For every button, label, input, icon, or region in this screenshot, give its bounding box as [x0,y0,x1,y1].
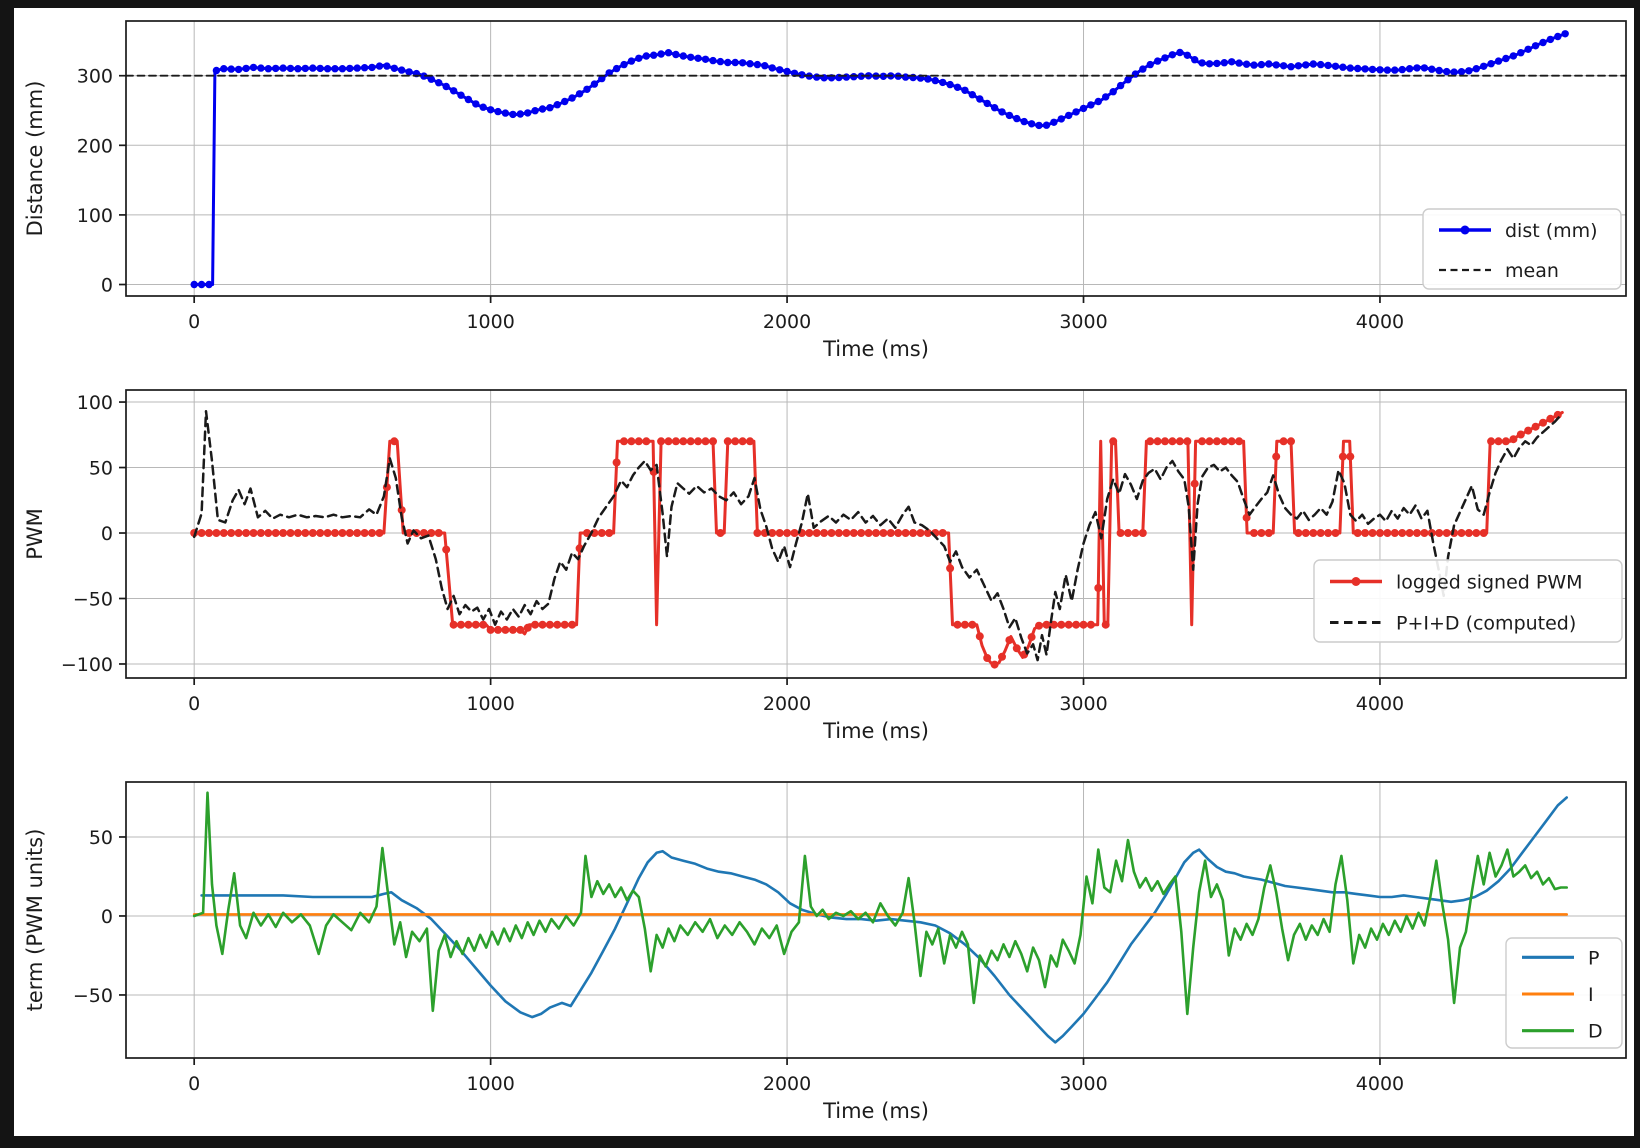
x-tick-label: 2000 [763,1073,811,1095]
y-tick-label: 0 [101,275,113,297]
legend-label: mean [1505,260,1559,282]
ticks [119,74,1381,303]
x-axis-label: Time (ms) [822,719,929,743]
x-tick-label: 0 [188,693,200,715]
x-tick-label: 3000 [1059,311,1107,333]
x-tick-label: 3000 [1059,693,1107,715]
x-tick-label: 1000 [466,1073,514,1095]
y-tick-label: −50 [73,985,113,1007]
y-tick-label: −50 [73,589,113,611]
series-logged-signed-pwm [190,410,1564,669]
y-tick-label: 50 [89,827,113,849]
series-p-i-d-computed- [192,409,1563,662]
y-tick-label: 300 [77,66,113,88]
legend: dist (mm) mean [1422,208,1622,290]
x-axis-label: Time (ms) [822,1099,929,1123]
series-line [192,409,1563,662]
y-axis-label: term (PWM units) [23,829,47,1012]
x-tick-label: 2000 [763,311,811,333]
plot-border [125,20,1627,297]
y-tick-label: 50 [89,458,113,480]
y-tick-label: 100 [77,392,113,414]
x-tick-label: 2000 [763,693,811,715]
series-d [192,791,1568,1016]
legend-sample-marker [1460,225,1470,235]
y-tick-label: 200 [77,135,113,157]
x-tick-label: 0 [188,311,200,333]
legend-label: I [1588,984,1594,1006]
legend-label: P+I+D (computed) [1396,613,1576,635]
legend-label: logged signed PWM [1396,572,1583,594]
legend-entry: P+I+D (computed) [1330,613,1576,635]
chart-2: 0 1000 2000 3000 4000 −100 −50 0 50 100 Time (ms) P… [23,389,1627,743]
x-tick-label: 1000 [466,311,514,333]
grid [126,21,1626,296]
y-tick-label: 100 [77,205,113,227]
legend-box [1313,559,1623,643]
series-markers [190,30,1569,289]
ticks [119,401,1381,685]
series-line [192,791,1568,1016]
x-tick-label: 3000 [1059,1073,1107,1095]
chart-3: 0 1000 2000 3000 4000 −50 0 50 Time (ms) term (PW… [23,781,1627,1123]
ticks [119,836,1381,1065]
legend-sample-marker [1351,577,1361,586]
series-markers [190,410,1562,669]
legend-label: dist (mm) [1505,220,1598,242]
legend-entry: mean [1439,260,1559,282]
legend-label: D [1588,1021,1603,1043]
chart-1: 0 1000 2000 3000 4000 0 100 200 300 Time (ms) Dist… [23,20,1627,361]
y-tick-label: 0 [101,906,113,928]
x-tick-label: 0 [188,1073,200,1095]
y-axis-label: Distance (mm) [23,81,47,237]
x-tick-label: 4000 [1356,311,1404,333]
x-tick-label: 4000 [1356,693,1404,715]
legend-entry: P [1522,947,1599,969]
plot-border [125,389,1627,679]
legend-entry: I [1522,984,1594,1006]
legend-entry: dist (mm) [1439,220,1598,242]
series-dist-mm- [190,30,1569,289]
legend: logged signed PWM P+I+D (computed) [1313,559,1623,643]
legend-entry: logged signed PWM [1330,572,1583,594]
y-tick-label: −100 [61,654,113,676]
y-axis-label: PWM [23,508,47,560]
x-axis-label: Time (ms) [822,337,929,361]
series-p [200,796,1568,1044]
legend-label: P [1588,947,1599,969]
x-tick-label: 1000 [466,693,514,715]
legend-entry: D [1522,1021,1603,1043]
legend: PID [1505,937,1623,1049]
series-line [200,796,1568,1044]
plot-border [125,781,1627,1059]
y-tick-label: 0 [101,523,113,545]
x-tick-label: 4000 [1356,1073,1404,1095]
